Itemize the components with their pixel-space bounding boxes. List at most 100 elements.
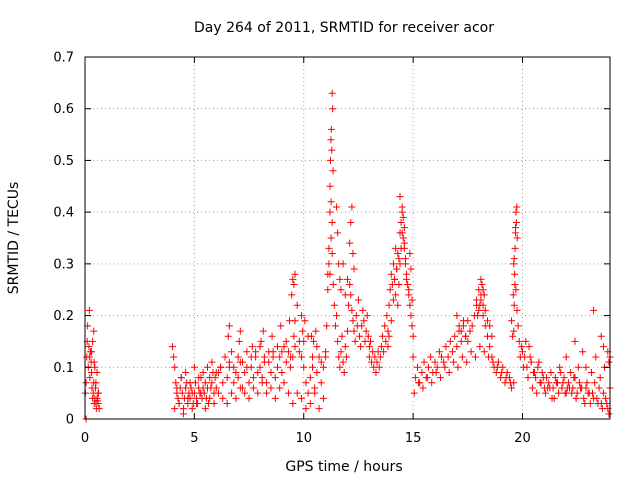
data-point xyxy=(92,379,100,387)
data-point xyxy=(328,146,336,154)
data-point xyxy=(333,312,341,320)
data-point xyxy=(476,343,484,351)
data-point xyxy=(510,255,518,263)
data-point xyxy=(398,203,406,211)
data-point xyxy=(557,368,565,376)
data-point xyxy=(257,337,265,345)
data-point xyxy=(300,363,308,371)
data-point xyxy=(239,358,246,366)
data-point xyxy=(480,291,488,299)
data-point xyxy=(359,306,367,314)
data-point xyxy=(329,167,337,175)
data-point xyxy=(567,368,575,376)
data-point xyxy=(204,363,211,371)
data-point xyxy=(453,343,461,351)
data-point xyxy=(330,301,338,309)
data-point xyxy=(327,136,335,144)
data-point xyxy=(211,374,219,382)
data-point xyxy=(340,368,348,376)
data-point xyxy=(289,275,297,283)
data-point xyxy=(457,327,465,335)
data-point xyxy=(334,337,342,345)
data-point xyxy=(597,332,605,340)
data-point xyxy=(348,203,356,211)
data-point xyxy=(230,379,238,387)
data-point xyxy=(391,275,399,283)
data-point xyxy=(396,193,404,201)
data-point xyxy=(489,358,497,366)
data-point xyxy=(306,399,314,407)
data-point xyxy=(409,353,417,361)
x-tick-label: 20 xyxy=(514,431,531,446)
data-point xyxy=(525,343,533,351)
data-point xyxy=(406,301,414,309)
data-point xyxy=(328,218,336,226)
y-tick-label: 0.5 xyxy=(53,154,74,169)
y-tick-label: 0 xyxy=(66,413,74,428)
data-point xyxy=(512,229,519,237)
data-point xyxy=(481,306,489,314)
data-point xyxy=(386,286,394,294)
data-point xyxy=(337,286,345,294)
data-point xyxy=(598,405,606,413)
data-point xyxy=(349,317,357,325)
x-tick-label: 5 xyxy=(190,431,198,446)
data-point xyxy=(587,368,595,376)
data-point xyxy=(493,363,501,371)
data-point xyxy=(375,363,383,371)
data-point xyxy=(602,394,610,402)
data-point xyxy=(545,379,553,387)
data-point xyxy=(328,89,336,97)
data-point xyxy=(317,379,325,387)
data-point xyxy=(249,384,257,392)
data-point xyxy=(603,399,611,407)
data-point xyxy=(522,337,530,345)
data-point xyxy=(364,332,372,340)
data-point xyxy=(170,353,178,361)
x-tick-label: 10 xyxy=(295,431,312,446)
data-point xyxy=(252,353,260,361)
data-point xyxy=(544,384,552,392)
data-point xyxy=(513,234,521,242)
data-point xyxy=(284,389,292,397)
data-point xyxy=(511,244,519,252)
data-point xyxy=(385,301,393,309)
data-point xyxy=(219,394,227,402)
data-point xyxy=(514,322,522,330)
data-point xyxy=(445,368,453,376)
data-point xyxy=(248,343,256,351)
data-point xyxy=(298,353,306,361)
data-point xyxy=(245,379,253,387)
y-tick-label: 0.6 xyxy=(53,102,74,117)
data-point xyxy=(583,379,591,387)
data-point xyxy=(559,379,567,387)
data-point xyxy=(326,182,334,190)
y-tick-label: 0.7 xyxy=(53,51,74,66)
data-point xyxy=(258,379,266,387)
data-point xyxy=(271,374,279,382)
data-point xyxy=(90,327,98,335)
data-point xyxy=(348,306,356,314)
plot-frame xyxy=(84,56,611,420)
data-point xyxy=(395,281,403,289)
data-point xyxy=(383,312,391,320)
data-point xyxy=(357,343,365,351)
data-point xyxy=(350,327,358,335)
data-point xyxy=(382,337,390,345)
data-point xyxy=(274,343,281,351)
data-point xyxy=(451,332,459,340)
data-point xyxy=(580,394,588,402)
data-point xyxy=(291,270,299,278)
data-point xyxy=(197,389,205,397)
data-point xyxy=(376,353,384,361)
data-point xyxy=(322,353,330,361)
data-point xyxy=(574,363,582,371)
data-point xyxy=(249,374,257,382)
data-point xyxy=(223,374,231,382)
data-point xyxy=(95,405,103,413)
data-point xyxy=(309,353,316,361)
data-point xyxy=(531,368,539,376)
data-point xyxy=(388,281,396,289)
data-point xyxy=(350,265,358,273)
